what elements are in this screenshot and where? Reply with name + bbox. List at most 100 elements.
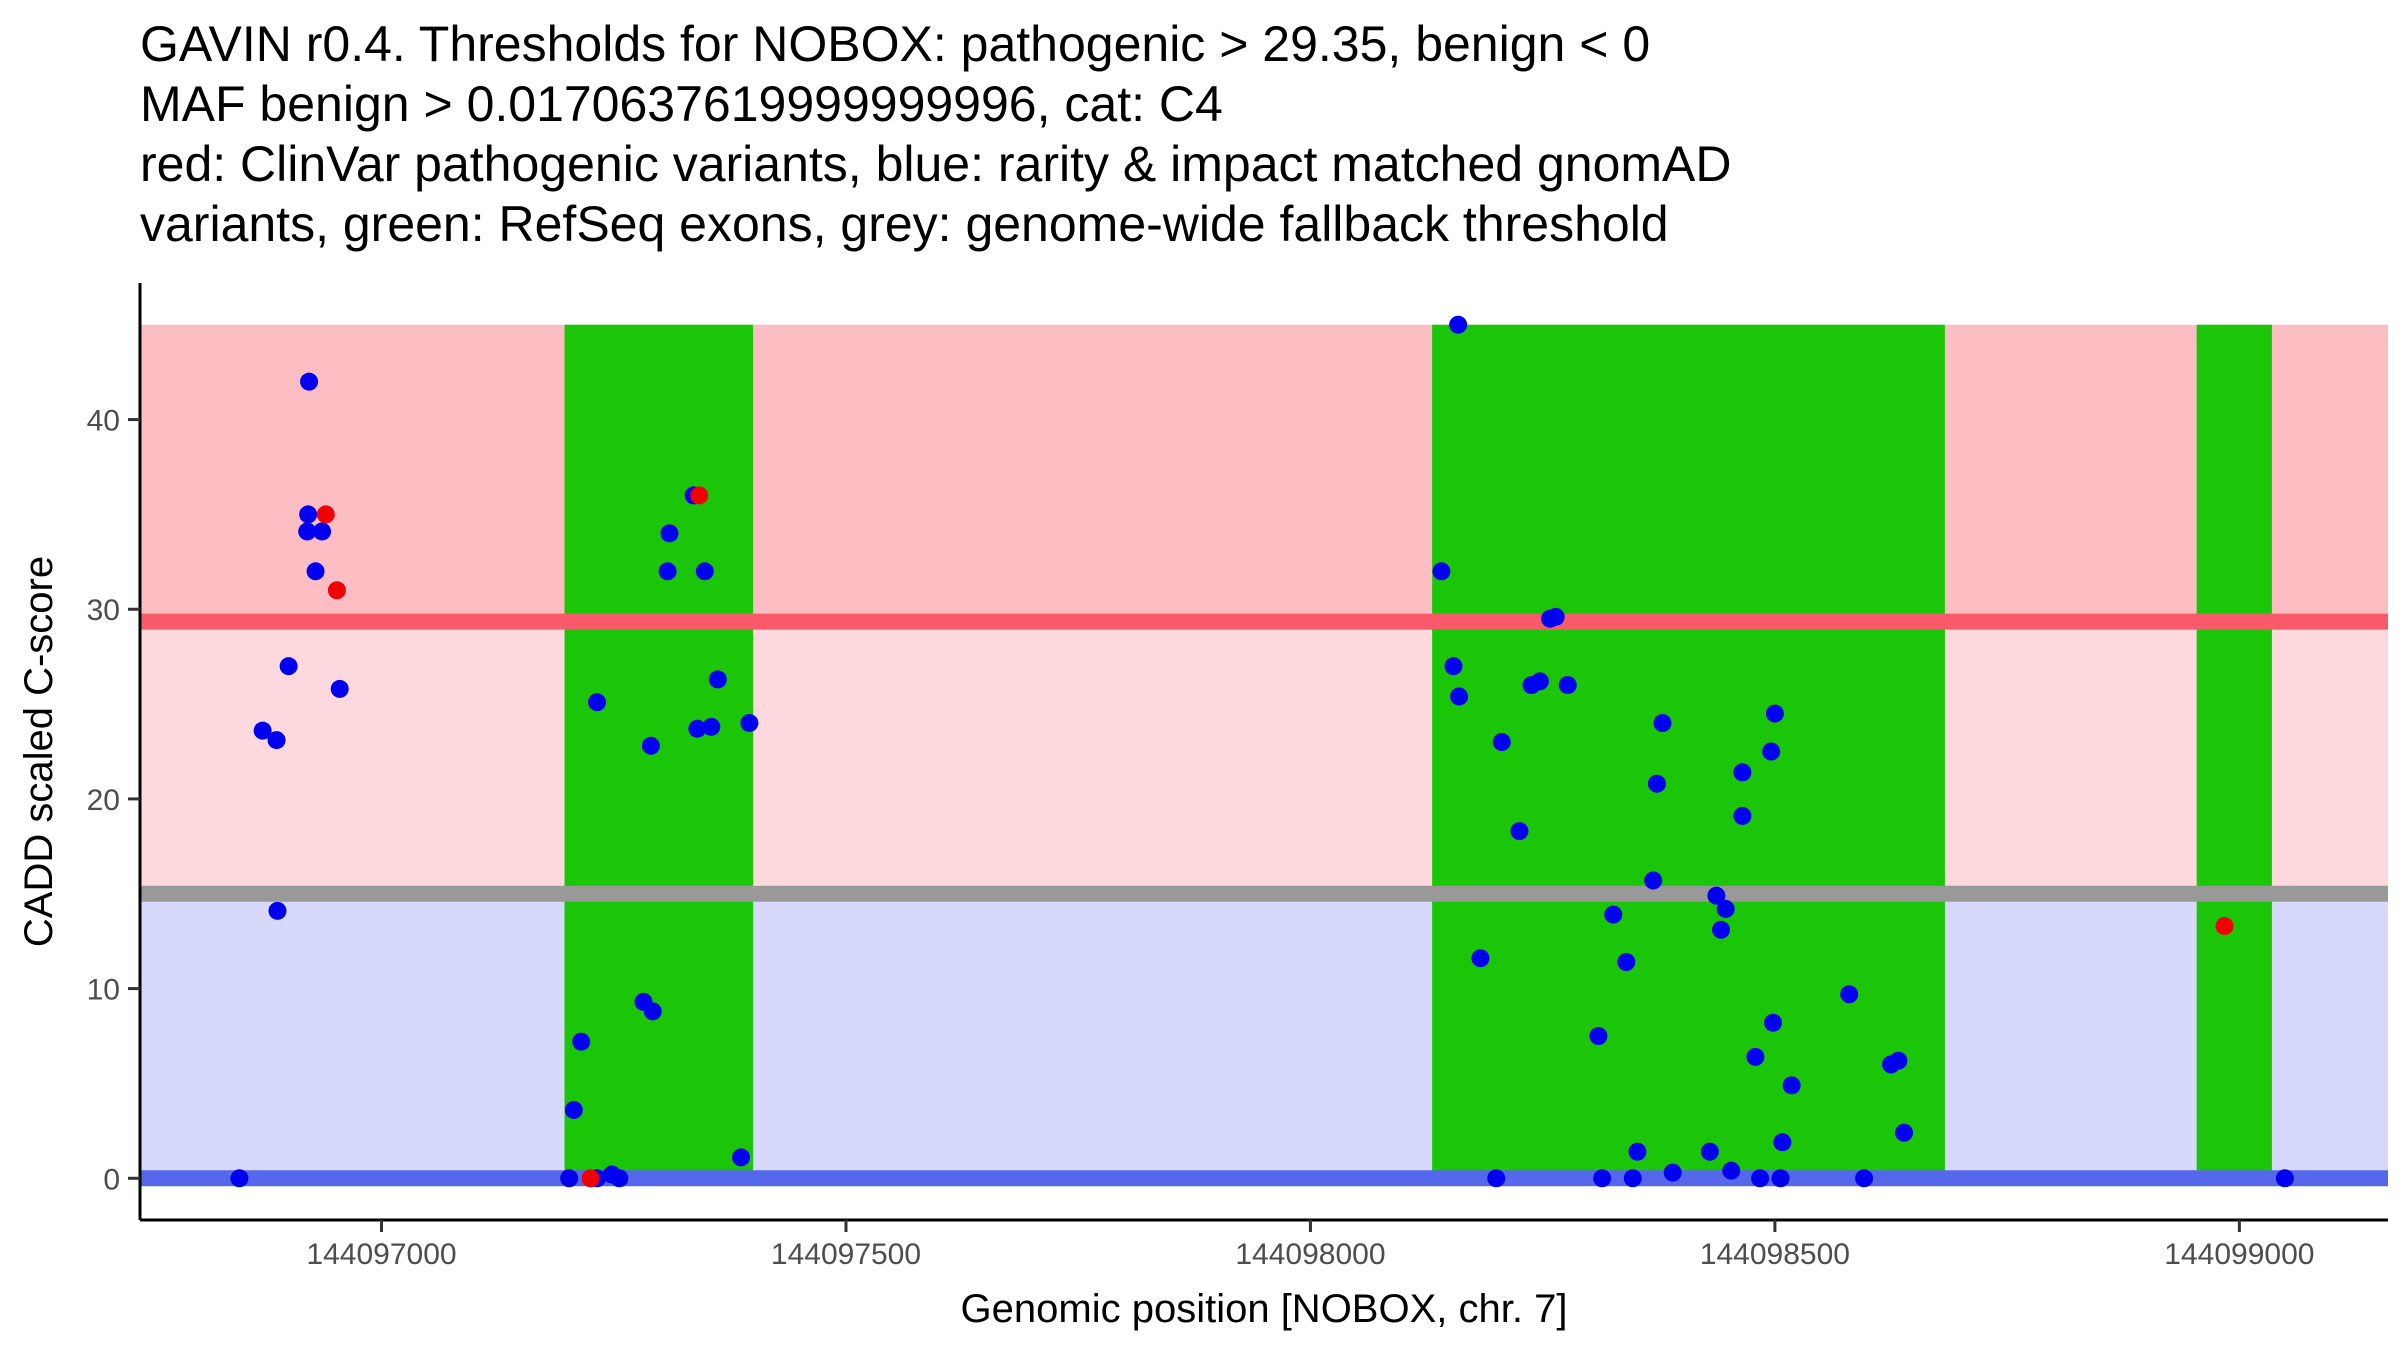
- gnomad-point: [1733, 763, 1752, 782]
- gnomad-point: [695, 562, 714, 581]
- y-tick-label: 30: [87, 594, 120, 627]
- title-line-4: variants, green: RefSeq exons, grey: gen…: [140, 196, 1669, 252]
- clinvar-point: [581, 1169, 600, 1188]
- gnomad-point: [1764, 1013, 1783, 1032]
- gnomad-point: [1644, 871, 1663, 890]
- gnomad-point: [1855, 1169, 1874, 1188]
- x-tick-label: 144097000: [306, 1238, 456, 1271]
- exon-region: [1432, 324, 1945, 1179]
- x-axis-ticks: 144097000 144097500 144098000 144098500 1440…: [306, 1220, 2314, 1271]
- gnomad-point: [299, 505, 318, 524]
- gnomad-point: [1712, 920, 1731, 939]
- gnomad-point: [572, 1032, 591, 1051]
- gnomad-point: [708, 670, 727, 689]
- title-line-2: MAF benign > 0.0170637619999999996, cat:…: [140, 76, 1223, 132]
- gnomad-point: [1895, 1123, 1914, 1142]
- exon-region: [564, 324, 754, 1179]
- gnomad-point: [1604, 905, 1623, 924]
- gnomad-point: [1449, 315, 1468, 334]
- gnomad-point: [1889, 1051, 1908, 1070]
- y-axis-ticks: 0 10 20 30 40: [87, 405, 140, 1196]
- gnomad-point: [564, 1100, 583, 1119]
- uncertain-zone: [140, 621, 2388, 894]
- gnomad-point: [313, 522, 332, 541]
- gnomad-point: [1593, 1169, 1612, 1188]
- y-axis-title: CADD scaled C-score: [17, 556, 61, 947]
- gnomad-point: [1623, 1169, 1642, 1188]
- threshold-lines: [140, 613, 2388, 1187]
- gnomad-point: [588, 693, 607, 712]
- gnomad-point: [230, 1169, 249, 1188]
- gnomad-point: [279, 657, 298, 676]
- gnomad-point: [330, 679, 349, 698]
- gnomad-point: [253, 721, 272, 740]
- gnomad-point: [1546, 607, 1565, 626]
- gnomad-point: [1444, 657, 1463, 676]
- gnomad-point: [300, 372, 319, 391]
- gnomad-point: [306, 562, 325, 581]
- x-axis-title: Genomic position [NOBOX, chr. 7]: [961, 1287, 1568, 1331]
- y-tick-label: 40: [87, 405, 120, 438]
- gnomad-point: [1647, 774, 1666, 793]
- clinvar-point: [316, 505, 335, 524]
- gnomad-point: [1746, 1047, 1765, 1066]
- gnomad-point: [1765, 704, 1784, 723]
- threshold-zones: [140, 324, 2388, 1179]
- chart-title: GAVIN r0.4. Thresholds for NOBOX: pathog…: [140, 14, 2380, 254]
- gnomad-point: [1530, 672, 1549, 691]
- gnomad-point: [1589, 1027, 1608, 1046]
- x-tick-label: 144097500: [771, 1238, 921, 1271]
- gnomad-point: [643, 1002, 662, 1021]
- axes: 144097000 144097500 144098000 144098500 1440…: [87, 283, 2388, 1271]
- gnomad-point: [1707, 886, 1726, 905]
- gnomad-point: [1733, 806, 1752, 825]
- gnomad-point: [1840, 985, 1859, 1004]
- clinvar-point: [2215, 917, 2234, 936]
- gnomad-point: [658, 562, 677, 581]
- x-tick-label: 144098500: [1700, 1238, 1850, 1271]
- title-line-3: red: ClinVar pathogenic variants, blue: …: [140, 136, 1732, 192]
- gnomad-point: [1510, 822, 1529, 841]
- gnomad-point: [268, 901, 287, 920]
- gnomad-point: [1700, 1142, 1719, 1161]
- gnomad-point: [1492, 733, 1511, 752]
- clinvar-point: [327, 581, 346, 600]
- gnomad-point: [1663, 1163, 1682, 1182]
- gnomad-point: [1628, 1142, 1647, 1161]
- gnomad-point: [1782, 1076, 1801, 1095]
- gnomad-point: [610, 1169, 629, 1188]
- gnomad-point: [267, 731, 286, 750]
- gnomad-point: [688, 719, 707, 738]
- y-tick-label: 10: [87, 974, 120, 1007]
- gnomad-point: [702, 717, 721, 736]
- clinvar-point: [690, 486, 709, 505]
- x-tick-label: 144098000: [1235, 1238, 1385, 1271]
- gnomad-point: [1653, 714, 1672, 733]
- gnomad-point: [1722, 1161, 1741, 1180]
- x-tick-label: 144099000: [2164, 1238, 2314, 1271]
- gnomad-point: [1762, 742, 1781, 761]
- gnomad-point: [1771, 1169, 1790, 1188]
- gnomad-point: [1432, 562, 1451, 581]
- pathogenic-zone: [140, 324, 2388, 622]
- gnomad-point: [1471, 949, 1490, 968]
- y-tick-label: 20: [87, 784, 120, 817]
- gnomad-point: [1487, 1169, 1506, 1188]
- exon-regions: [564, 324, 2272, 1179]
- y-tick-label: 0: [103, 1163, 120, 1196]
- variant-points: [230, 315, 2294, 1188]
- gnomad-point: [560, 1169, 579, 1188]
- gnomad-point: [1751, 1169, 1770, 1188]
- gnomad-point: [1716, 899, 1735, 918]
- gnomad-point: [740, 714, 759, 733]
- gnomad-point: [1617, 953, 1636, 972]
- gnomad-point: [641, 736, 660, 755]
- gnomad-point: [1450, 687, 1469, 706]
- gnomad-point: [1773, 1133, 1792, 1152]
- gnomad-point: [2275, 1169, 2294, 1188]
- exon-region: [2196, 324, 2272, 1179]
- benign-zone: [140, 893, 2388, 1179]
- gnomad-point: [660, 524, 679, 543]
- title-line-1: GAVIN r0.4. Thresholds for NOBOX: pathog…: [140, 16, 1651, 72]
